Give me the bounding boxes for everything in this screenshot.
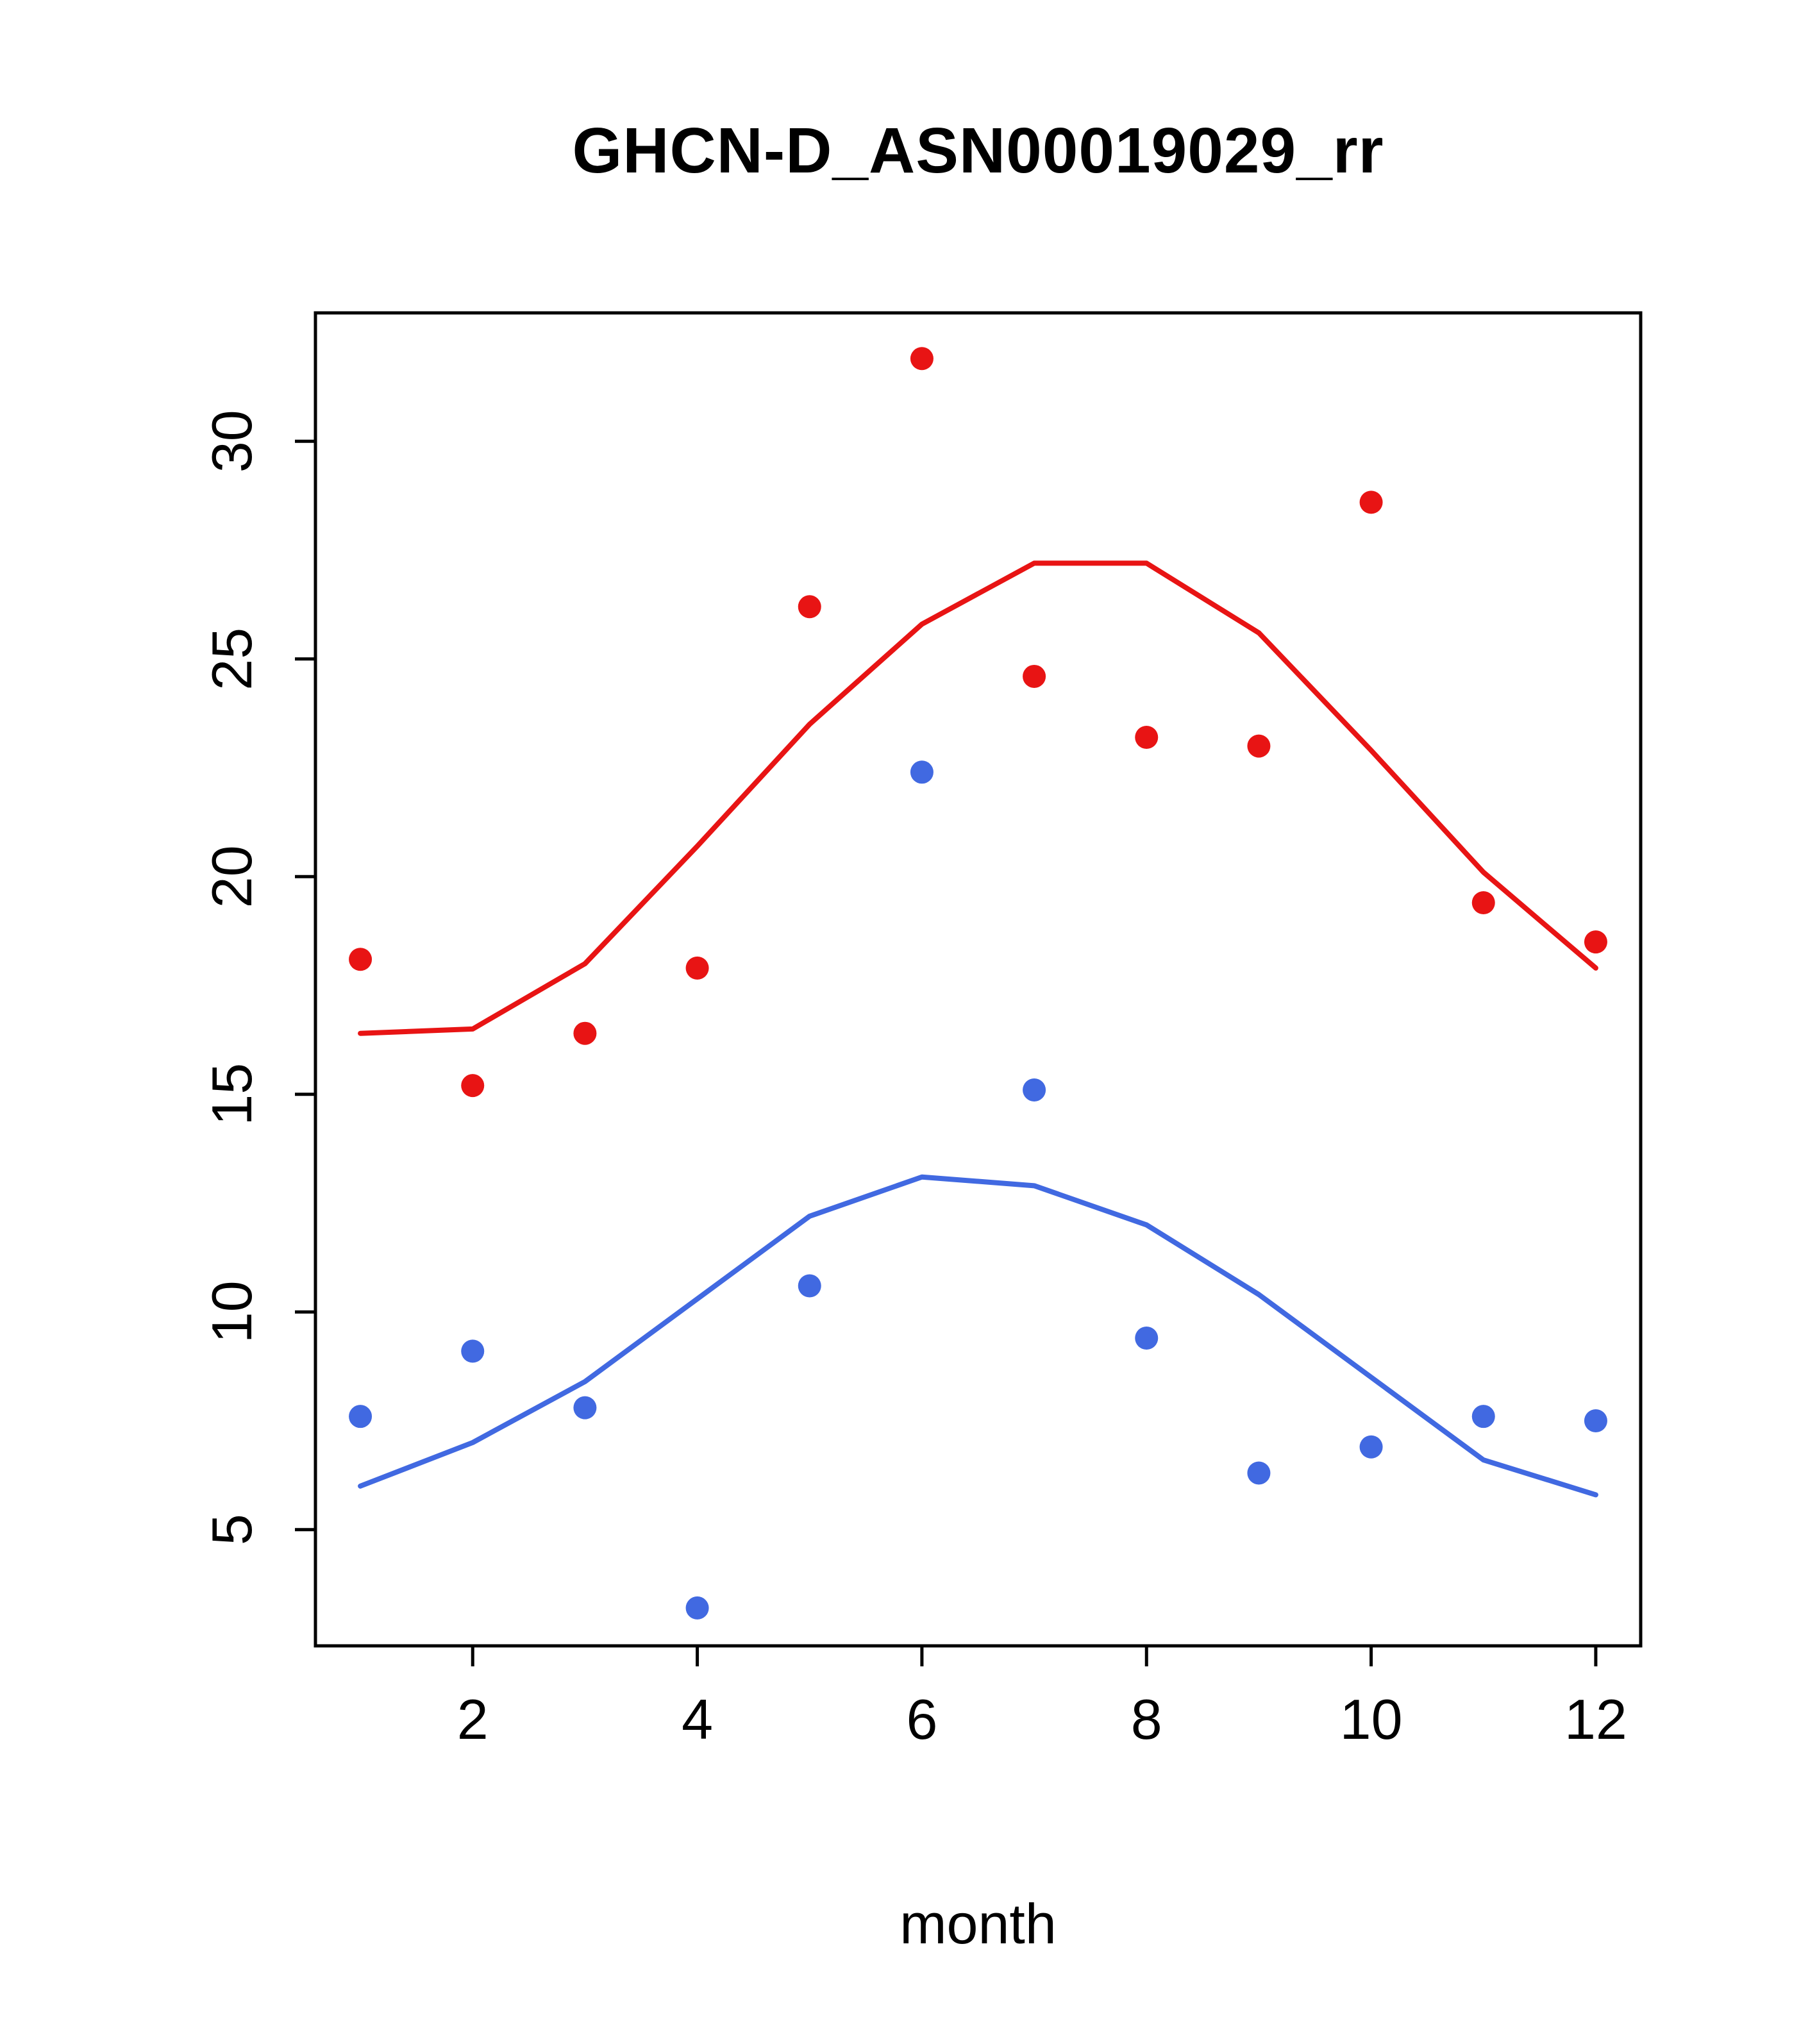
series-lower-points-point — [1135, 1326, 1159, 1350]
x-tick-label: 4 — [682, 1688, 713, 1751]
series-lower-points-point — [798, 1274, 821, 1298]
series-lower-points-point — [573, 1396, 597, 1420]
y-tick-label: 10 — [200, 1280, 264, 1343]
series-upper-points-point — [1584, 930, 1607, 954]
series-upper-points-point — [1247, 734, 1271, 758]
y-tick-label: 30 — [200, 410, 264, 473]
series-upper-points-point — [798, 595, 821, 619]
x-tick-label: 12 — [1564, 1688, 1627, 1751]
x-tick-label: 10 — [1340, 1688, 1403, 1751]
series-lower-points-point — [1471, 1405, 1495, 1428]
series-upper-points-point — [910, 347, 934, 371]
series-upper-points-point — [461, 1074, 485, 1098]
plot-box — [314, 311, 1643, 1648]
series-upper-points-point — [1135, 725, 1159, 749]
series-upper-points-point — [573, 1021, 597, 1045]
series-lower-points-point — [1359, 1435, 1383, 1459]
series-lower-points-point — [1584, 1409, 1607, 1432]
y-tick-label: 15 — [200, 1063, 264, 1126]
x-axis-label: month — [900, 1892, 1057, 1956]
series-upper-points-point — [1023, 664, 1046, 688]
series-lower-points-point — [685, 1596, 709, 1620]
y-tick-label: 25 — [200, 628, 264, 691]
y-tick-label: 20 — [200, 845, 264, 908]
series-lower-points-point — [1023, 1078, 1046, 1102]
series-upper-points-point — [349, 948, 373, 971]
series-upper-points-point — [1359, 490, 1383, 514]
x-tick-label: 6 — [906, 1688, 937, 1751]
series-lower-points-point — [910, 760, 934, 784]
series-upper-line — [358, 560, 1598, 1036]
y-tick-label: 5 — [200, 1514, 264, 1545]
series-lower-points-point — [461, 1339, 485, 1363]
chart-title: GHCN-D_ASN00019029_rr — [572, 115, 1384, 187]
series-upper-points-point — [685, 956, 709, 980]
series-lower-points-point — [1247, 1461, 1271, 1485]
x-tick-label: 2 — [457, 1688, 489, 1751]
x-tick-label: 8 — [1131, 1688, 1162, 1751]
series-lower-points-point — [349, 1405, 373, 1428]
series-upper-points-point — [1471, 891, 1495, 915]
series-lower-line — [358, 1174, 1598, 1498]
